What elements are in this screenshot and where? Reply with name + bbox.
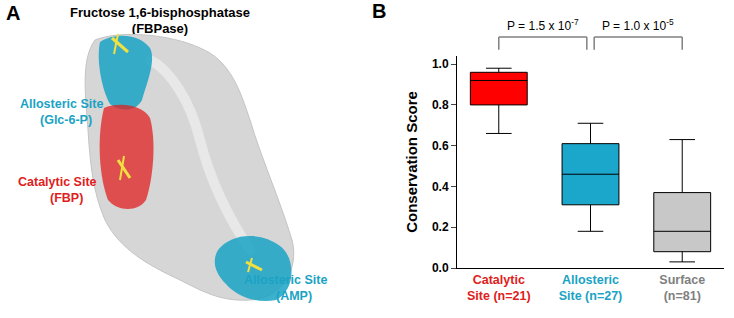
svg-text:0.0: 0.0 [432,261,449,275]
svg-text:(FBPase): (FBPase) [132,21,188,36]
svg-text:Surface(n=81): Surface(n=81) [659,273,705,303]
svg-text:0.2: 0.2 [432,220,449,234]
svg-text:A: A [6,2,20,24]
svg-text:P = 1.5 x 10​-7​: P = 1.5 x 10​-7​ [507,17,579,33]
svg-text:AllostericSite (n=27): AllostericSite (n=27) [559,273,623,303]
svg-text:(FBP): (FBP) [50,191,83,205]
svg-text:(Glc-6-P): (Glc-6-P) [40,113,92,127]
svg-text:Allosteric Site: Allosteric Site [244,273,327,287]
svg-text:P = 1.0 x 10​-5​: P = 1.0 x 10​-5​ [602,17,674,33]
svg-text:0.8: 0.8 [432,98,449,112]
svg-text:0.6: 0.6 [432,139,449,153]
svg-text:CatalyticSite (n=21): CatalyticSite (n=21) [467,273,531,303]
svg-text:Allosteric Site: Allosteric Site [20,97,103,111]
svg-text:Conservation Score: Conservation Score [403,91,420,233]
svg-text:Catalytic Site: Catalytic Site [18,175,97,189]
svg-text:1.0: 1.0 [432,57,449,71]
svg-text:0.4: 0.4 [432,180,449,194]
svg-text:(AMP): (AMP) [276,289,312,303]
html-text:B: B [372,0,387,22]
svg-text:Fructose 1,6-bisphosphatase: Fructose 1,6-bisphosphatase [70,5,250,20]
